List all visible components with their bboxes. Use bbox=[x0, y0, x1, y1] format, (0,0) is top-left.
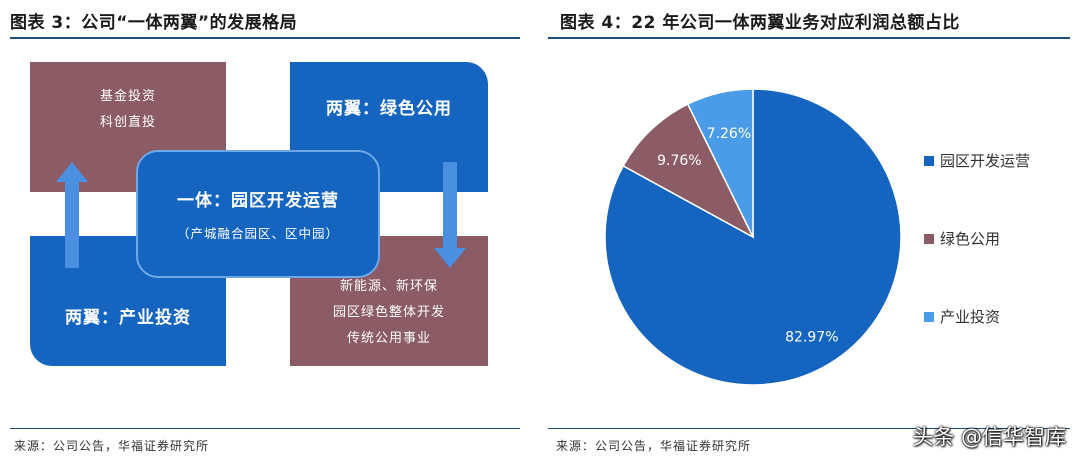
right-title-rule bbox=[548, 37, 1070, 39]
legend-swatch-green-utility bbox=[924, 233, 934, 244]
left-source-rule bbox=[10, 428, 520, 429]
watermark: 头条 @信华智库 bbox=[912, 425, 1066, 449]
pie-label-park-operation: 82.97% bbox=[785, 329, 838, 345]
pie-slice-green-utility bbox=[622, 103, 755, 239]
right-source: 来源：公司公告，华福证券研究所 bbox=[556, 439, 752, 453]
legend-label-green-utility: 绿色公用 bbox=[940, 230, 1001, 248]
legend-item-green-utility: 绿色公用 bbox=[924, 228, 1000, 249]
legend-label-industry-investment: 产业投资 bbox=[940, 308, 1001, 326]
park-green-development-label: 园区绿色整体开发 bbox=[332, 305, 445, 320]
down-arrow bbox=[434, 162, 466, 268]
pie-slice-industry-investment bbox=[686, 88, 754, 238]
right-panel-title: 图表 4：22 年公司一体两翼业务对应利润总额占比 bbox=[560, 13, 960, 33]
industry-investment-wing-label: 两翼：产业投资 bbox=[65, 308, 191, 328]
legend-label-park-operation: 园区开发运营 bbox=[940, 152, 1031, 170]
left-source: 来源：公司公告，华福证券研究所 bbox=[14, 439, 210, 453]
legend-item-park-operation: 园区开发运营 bbox=[924, 150, 1030, 171]
new-energy-label: 新能源、新环保 bbox=[339, 279, 438, 294]
right-source-rule bbox=[548, 428, 1070, 429]
park-operation-core-box: 一体：园区开发运营 （产城融合园区、区中园） bbox=[136, 150, 380, 278]
tech-direct-investment-label: 科创直投 bbox=[99, 115, 156, 130]
green-utility-wing-label: 两翼：绿色公用 bbox=[326, 99, 452, 119]
legend-item-industry-investment: 产业投资 bbox=[924, 306, 1000, 327]
traditional-utility-label: 传统公用事业 bbox=[346, 331, 431, 346]
fund-investment-box: 基金投资 科创直投 bbox=[30, 62, 226, 192]
left-panel-title: 图表 3：公司“一体两翼”的发展格局 bbox=[10, 13, 298, 33]
legend-swatch-industry-investment bbox=[924, 311, 934, 322]
up-arrow bbox=[56, 162, 88, 268]
pie-label-green-utility: 9.76% bbox=[657, 153, 701, 169]
fund-investment-label: 基金投资 bbox=[99, 89, 156, 104]
park-operation-core-label: 一体：园区开发运营 bbox=[177, 191, 339, 211]
left-title-rule bbox=[10, 37, 520, 39]
pie-label-industry-investment: 7.26% bbox=[707, 126, 751, 142]
profit-share-pie-chart: 82.97% 9.76% 7.26% bbox=[604, 88, 902, 386]
legend-swatch-park-operation bbox=[924, 155, 934, 166]
park-operation-core-subtitle: （产城融合园区、区中园） bbox=[176, 226, 339, 241]
